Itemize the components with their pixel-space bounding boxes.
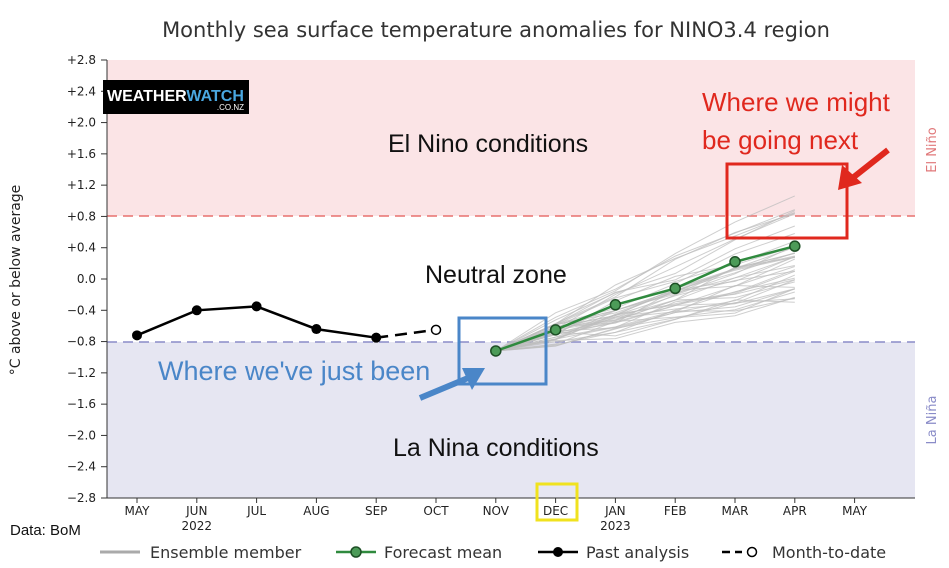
month-to-date-point (430, 324, 442, 336)
current-month-highlight (535, 482, 579, 522)
y-tick-label: +2.0 (67, 116, 96, 130)
la-nina-band (107, 342, 915, 498)
logo-text-a: WEATHER (107, 88, 187, 105)
past-analysis-point (251, 301, 262, 312)
legend-past-label: Past analysis (586, 543, 689, 562)
y-tick-label: −2.8 (67, 491, 96, 505)
x-tick-label: SEP (365, 504, 387, 518)
past-analysis-point (132, 330, 142, 341)
y-tick-label: −0.4 (67, 303, 96, 317)
going-next-arrow-head (838, 165, 862, 190)
y-tick-label: −2.4 (67, 460, 96, 474)
going-next-annotation-line2: be going next (702, 125, 859, 155)
past-analysis-point (371, 332, 382, 343)
y-tick-label: −0.8 (67, 335, 96, 349)
y-tick-label: +1.6 (67, 147, 96, 161)
logo-text-b: WATCH (186, 88, 243, 105)
x-year-label: 2023 (600, 519, 631, 533)
la-nina-side-label: La Niña (925, 396, 940, 445)
el-nino-side-label: El Niño (925, 127, 940, 173)
past-analysis-point (191, 305, 202, 316)
svg-text:WEATHERWATCH: WEATHERWATCH (107, 88, 244, 105)
x-tick-label: MAY (842, 504, 868, 518)
y-tick-label: 0.0 (77, 272, 96, 286)
forecast-mean-point (609, 299, 622, 311)
forecast-mean-point (549, 324, 562, 336)
neutral-annotation: Neutral zone (425, 261, 567, 289)
y-tick-label: −2.0 (67, 428, 96, 442)
x-tick-label: JUN (185, 504, 207, 518)
forecast-mean-point (729, 256, 741, 268)
y-tick-label: +2.4 (67, 84, 96, 98)
y-tick-label: −1.6 (67, 397, 96, 411)
going-next-annotation-line1: Where we might (702, 87, 891, 117)
x-tick-label: DEC (543, 504, 568, 518)
y-axis-label: °C above or below average (8, 185, 24, 376)
just-been-annotation: Where we've just been (158, 356, 430, 386)
y-tick-label: −1.2 (67, 366, 96, 380)
x-tick-label: NOV (483, 504, 510, 518)
x-year-label: 2022 (182, 519, 213, 533)
series-line-month-to-date (376, 328, 437, 339)
going-next-box (725, 162, 849, 240)
la-nina-annotation: La Nina conditions (393, 434, 599, 462)
y-tick-label: +0.4 (67, 241, 96, 255)
weatherwatch-logo: WEATHERWATCH .CO.NZ (103, 80, 249, 114)
just-been-arrow-shaft (418, 375, 470, 401)
logo-subtext: .CO.NZ (217, 103, 244, 112)
forecast-mean-point (669, 282, 681, 295)
legend-mtd-marker (746, 546, 758, 558)
past-analysis-point (311, 324, 322, 335)
legend-past-marker (553, 547, 563, 557)
x-tick-label: APR (783, 504, 807, 518)
data-credit: Data: BoM (10, 522, 81, 539)
legend-forecast-marker (350, 546, 362, 558)
x-tick-label: OCT (423, 504, 449, 518)
x-tick-label: MAY (125, 504, 151, 518)
y-tick-label: +2.8 (67, 53, 96, 67)
legend-mtd-label: Month-to-date (772, 543, 886, 562)
chart-title: Monthly sea surface temperature anomalie… (162, 18, 830, 42)
just-been-arrow-head (462, 368, 485, 390)
going-next-arrow-shaft (848, 147, 890, 183)
legend-forecast-label: Forecast mean (384, 543, 502, 562)
y-axis: +2.8 +2.4 +2.0 +1.6 +1.2 +0.8 +0.4 0.0 −0.4 −0.8 −… (67, 53, 107, 505)
legend: Ensemble member Forecast mean Past analy… (100, 543, 886, 562)
x-axis: MAY JUN JUL AUG SEP OCT NOV DEC JAN FEB MAR APR MAY 2… (125, 498, 868, 533)
x-tick-label: AUG (303, 504, 329, 518)
just-been-box (457, 316, 548, 386)
el-nino-annotation: El Nino conditions (388, 130, 588, 158)
forecast-mean-point (490, 345, 502, 357)
y-tick-label: +0.8 (67, 209, 96, 223)
x-tick-label: MAR (722, 504, 749, 518)
legend-ensemble-label: Ensemble member (150, 543, 302, 562)
x-tick-label: JUL (246, 504, 266, 518)
y-tick-label: +1.2 (67, 178, 96, 192)
x-tick-label: FEB (664, 504, 687, 518)
x-tick-label: JAN (604, 504, 626, 518)
forecast-mean-point (789, 240, 801, 252)
